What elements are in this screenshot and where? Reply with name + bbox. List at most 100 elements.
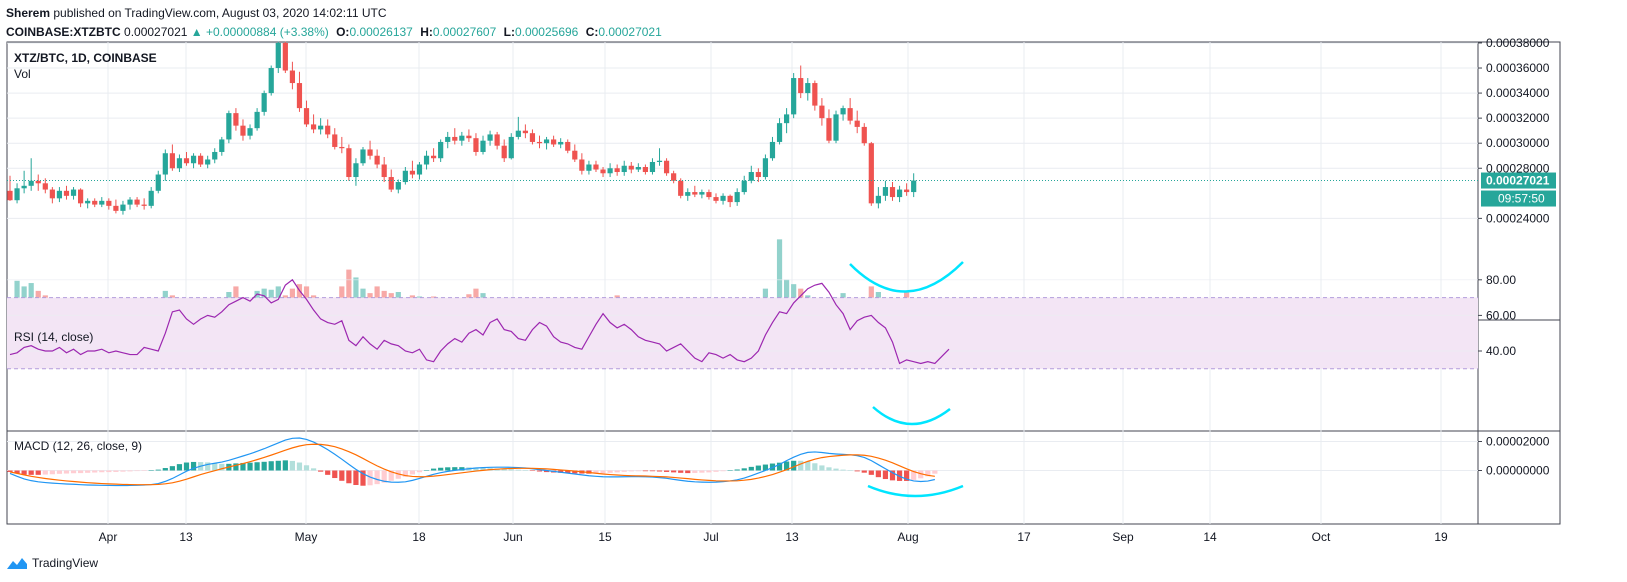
candle-body	[367, 149, 373, 156]
macd-histogram-bar	[727, 470, 733, 471]
macd-histogram-bar	[543, 470, 550, 473]
macd-histogram-bar	[353, 470, 359, 485]
candle	[847, 98, 853, 125]
macd-histogram-bar	[388, 470, 394, 481]
y-tick-label: 0.00032000	[1486, 111, 1550, 125]
candle-body	[791, 78, 797, 115]
macd-histogram-bar	[918, 470, 924, 479]
candle-body	[847, 108, 853, 121]
candle-body	[649, 161, 656, 173]
candle	[776, 118, 783, 145]
candle	[600, 167, 606, 178]
macd-histogram-bar	[699, 470, 705, 473]
candle	[261, 90, 267, 116]
candle-body	[628, 165, 634, 170]
candle	[254, 108, 260, 131]
macd-histogram-bar	[346, 470, 352, 484]
publish-line: Sherem published on TradingView.com, Aug…	[6, 4, 662, 23]
candle-body	[600, 169, 606, 174]
candle-body	[56, 190, 63, 199]
price-change: ▲ +0.00000884 (+3.38%)	[190, 25, 329, 39]
x-tick-label: Apr	[99, 530, 118, 544]
macd-histogram-bar	[635, 470, 641, 472]
macd-histogram-bar	[127, 470, 133, 472]
y-tick-label: 0.00024000	[1486, 211, 1550, 225]
candle	[466, 129, 472, 142]
macd-histogram-bar	[106, 470, 112, 473]
candle	[63, 185, 70, 200]
candle-body	[529, 133, 536, 142]
candle-body	[692, 192, 698, 195]
macd-histogram-bar	[656, 470, 663, 472]
macd-histogram-bar	[741, 468, 747, 471]
macd-histogram-bar	[508, 469, 514, 471]
macd-histogram-bar	[395, 470, 401, 479]
macd-histogram-bar	[819, 465, 825, 471]
candle	[543, 136, 550, 150]
candle-body	[713, 197, 719, 201]
candle-body	[536, 141, 543, 144]
candle	[28, 158, 34, 191]
candle-body	[310, 124, 317, 130]
candle-body	[501, 145, 507, 159]
candle-body	[487, 134, 493, 141]
candle-body	[148, 190, 154, 206]
publish-info: published on TradingView.com, August 03,…	[53, 6, 387, 20]
candle	[423, 150, 430, 170]
macd-histogram-bar	[409, 470, 416, 475]
candle-body	[438, 141, 444, 159]
last-price-tag	[1481, 172, 1556, 189]
candle	[176, 154, 183, 173]
candle	[247, 124, 253, 140]
candle	[219, 136, 225, 156]
candle-body	[621, 165, 627, 173]
brand-name[interactable]: TradingView	[32, 556, 99, 570]
candle-body	[106, 200, 112, 206]
candle-body	[353, 163, 359, 178]
macd-histogram-bar	[7, 470, 13, 472]
macd-histogram-bar	[889, 470, 896, 481]
macd-histogram-bar	[162, 468, 168, 471]
macd-histogram-bar	[233, 463, 239, 471]
macd-histogram-bar	[318, 470, 324, 472]
candle	[649, 158, 656, 175]
candle-body	[63, 190, 70, 196]
macd-histogram-bar	[734, 469, 740, 471]
candle-body	[212, 151, 218, 160]
macd-histogram-bar	[593, 470, 599, 474]
candle-body	[635, 167, 641, 170]
candle-body	[543, 139, 550, 144]
macd-tick-label: 0.00000000	[1486, 464, 1550, 478]
candle	[7, 175, 13, 201]
candle	[614, 164, 620, 176]
annotation-arc-rsi	[872, 406, 951, 426]
macd-histogram-bar	[600, 470, 606, 474]
candle-body	[127, 199, 133, 205]
candle-body	[805, 83, 811, 94]
candle-body	[875, 195, 881, 204]
candle-body	[289, 70, 295, 84]
candle	[798, 65, 804, 99]
candle-body	[466, 135, 472, 139]
candle-body	[671, 173, 677, 181]
macd-histogram-bar	[522, 470, 528, 471]
author-name[interactable]: Sherem	[6, 6, 51, 20]
candle	[148, 187, 154, 209]
candle-body	[508, 136, 514, 159]
x-tick-label: 19	[1434, 530, 1448, 544]
macd-histogram-bar	[452, 467, 458, 471]
candle	[233, 108, 239, 131]
candle	[445, 131, 451, 149]
candle	[169, 144, 175, 171]
candle-body	[480, 140, 486, 152]
candle	[127, 197, 133, 210]
candle	[402, 167, 408, 185]
macd-histogram-bar	[642, 470, 648, 472]
candle	[727, 194, 733, 208]
chart-title: XTZ/BTC, 1D, COINBASE	[14, 51, 157, 65]
candle	[882, 180, 889, 201]
candle-body	[85, 200, 91, 204]
candle-body	[275, 42, 281, 69]
signal-line	[9, 443, 935, 486]
